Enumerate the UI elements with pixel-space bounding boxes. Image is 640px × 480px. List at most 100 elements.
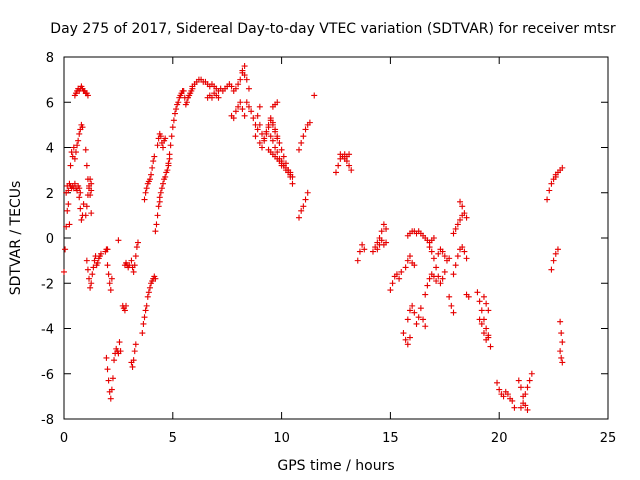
data-point	[302, 196, 309, 203]
data-point	[132, 341, 139, 348]
y-tick-label: 2	[46, 187, 54, 202]
data-point	[64, 207, 71, 214]
plot-frame	[63, 56, 609, 420]
data-point	[239, 106, 246, 113]
y-tick-label: 4	[46, 142, 54, 157]
data-point	[420, 316, 427, 323]
data-point	[134, 239, 141, 246]
data-point	[91, 257, 98, 264]
data-point	[274, 149, 281, 156]
data-point	[550, 257, 557, 264]
data-point	[84, 92, 91, 99]
data-point	[143, 302, 150, 309]
data-point	[70, 144, 77, 151]
data-point	[88, 180, 95, 187]
data-point	[369, 248, 376, 255]
data-point	[433, 277, 440, 284]
data-point	[463, 214, 470, 221]
data-point	[552, 250, 559, 257]
data-point	[509, 397, 516, 404]
data-point	[150, 158, 157, 165]
data-point	[278, 158, 285, 165]
data-point	[152, 228, 159, 235]
y-tick-label: 0	[46, 232, 54, 247]
data-point	[152, 275, 159, 282]
data-point	[76, 130, 83, 137]
data-point	[74, 142, 81, 149]
data-point	[75, 137, 82, 144]
data-point	[144, 293, 151, 300]
data-point	[465, 293, 472, 300]
data-point	[435, 273, 442, 280]
data-point	[346, 151, 353, 158]
data-point	[87, 284, 94, 291]
data-point	[424, 282, 431, 289]
data-point	[296, 146, 303, 153]
data-point	[311, 92, 318, 99]
data-point	[441, 253, 448, 260]
data-point	[346, 162, 353, 169]
data-point	[476, 298, 483, 305]
data-point	[430, 255, 437, 262]
data-point	[83, 162, 90, 169]
data-point	[146, 176, 153, 183]
data-point	[82, 146, 89, 153]
data-point	[67, 162, 74, 169]
data-point	[170, 117, 177, 124]
data-point	[378, 237, 385, 244]
data-point	[80, 201, 87, 208]
data-point	[158, 185, 165, 192]
data-point	[237, 99, 244, 106]
data-point	[478, 307, 485, 314]
y-axis-label: SDTVAR / TECUs	[8, 181, 24, 296]
data-point	[239, 67, 246, 74]
data-point	[354, 257, 361, 264]
data-point	[520, 400, 527, 407]
data-point	[426, 275, 433, 282]
data-point	[526, 377, 533, 384]
data-point	[157, 133, 164, 140]
data-point	[335, 162, 342, 169]
data-point	[157, 189, 164, 196]
data-point	[422, 323, 429, 330]
data-point	[162, 135, 169, 142]
data-point	[165, 160, 172, 167]
data-point	[76, 194, 83, 201]
data-point	[111, 357, 118, 364]
data-point	[141, 196, 148, 203]
data-point	[256, 139, 263, 146]
data-point	[62, 246, 69, 253]
y-tick-label: -6	[41, 368, 54, 383]
data-point	[430, 235, 437, 241]
y-axis: -8 -6 -4 -2 0 2 4 6 8	[41, 51, 608, 428]
data-point	[140, 320, 147, 327]
data-point	[548, 266, 555, 273]
data-point	[356, 248, 363, 255]
data-point	[79, 124, 86, 131]
data-point	[557, 348, 564, 355]
data-point	[151, 153, 158, 160]
data-point	[435, 250, 442, 257]
data-point	[483, 325, 490, 332]
data-point	[164, 167, 171, 174]
y-tick-label: 6	[46, 96, 54, 111]
data-point	[463, 255, 470, 262]
data-point	[61, 268, 67, 275]
data-point	[241, 112, 248, 119]
data-point	[256, 103, 263, 110]
data-point	[77, 189, 84, 196]
y-tick-label: 8	[46, 51, 54, 66]
y-tick-label: -2	[41, 277, 54, 292]
data-point	[457, 216, 464, 223]
x-axis: 0 5 10 15 20 25	[60, 57, 616, 446]
data-point	[84, 192, 91, 199]
data-point	[496, 386, 503, 393]
data-point	[175, 99, 182, 106]
data-point	[546, 187, 553, 194]
data-point	[374, 246, 381, 253]
data-point	[504, 391, 511, 398]
data-point	[104, 366, 111, 373]
data-point	[107, 395, 114, 402]
data-point	[269, 121, 276, 128]
data-point	[166, 151, 173, 158]
